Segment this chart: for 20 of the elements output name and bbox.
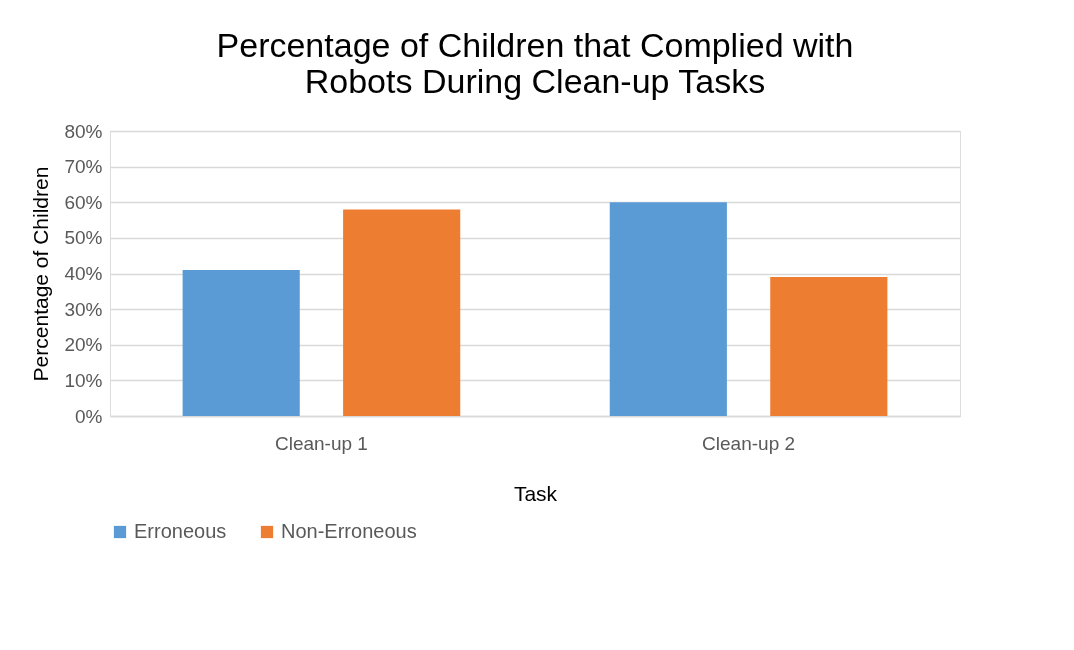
text: Percentage of Children that Complied with bbox=[216, 26, 854, 64]
y-tick-label: 30% bbox=[64, 298, 103, 320]
bar bbox=[343, 209, 461, 416]
legend-label: Erroneous bbox=[134, 520, 227, 542]
x-axis-title: Task bbox=[513, 481, 558, 505]
y-tick-label: 70% bbox=[64, 156, 103, 178]
y-tick-label: 80% bbox=[64, 120, 103, 142]
bar bbox=[182, 269, 300, 416]
y-tick-label: 0% bbox=[75, 405, 103, 427]
bar bbox=[609, 202, 727, 416]
y-tick-label: 20% bbox=[64, 334, 103, 356]
y-tick-label: 40% bbox=[64, 263, 103, 284]
y-tick-label: 10% bbox=[64, 369, 103, 391]
y-tick-label: 50% bbox=[64, 227, 103, 249]
y-axis-title: Percentage of Children bbox=[29, 166, 53, 382]
legend-label: Non-Erroneous bbox=[281, 520, 417, 542]
bar bbox=[770, 277, 888, 416]
x-tick-label: Clean-up 1 bbox=[274, 432, 368, 454]
x-tick-label: Clean-up 2 bbox=[702, 432, 796, 454]
y-tick-label: 60% bbox=[64, 191, 103, 213]
